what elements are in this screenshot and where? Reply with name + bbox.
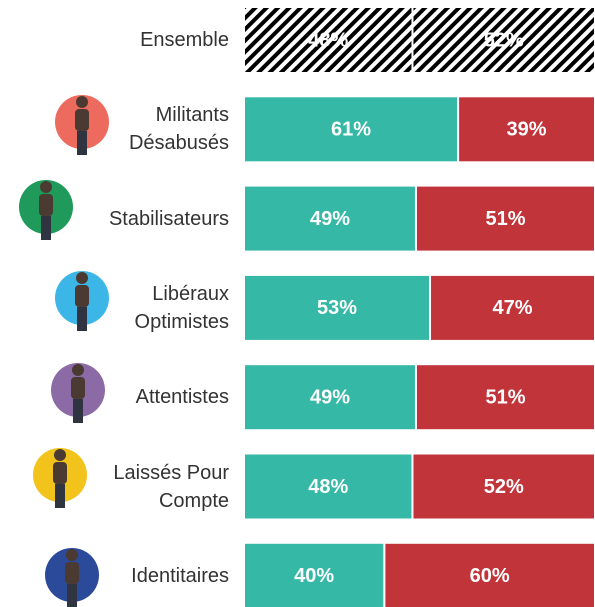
people [39, 96, 89, 607]
category-label: Stabilisateurs [89, 205, 229, 233]
person-legs [77, 307, 87, 331]
value-label: 49% [310, 386, 350, 408]
value-label: 48% [308, 29, 348, 51]
person-legs [41, 216, 51, 240]
category-label: Militants Désabusés [89, 101, 229, 157]
person-legs [55, 484, 65, 508]
person-head [72, 364, 84, 376]
category-label: Libéraux Optimistes [89, 280, 229, 336]
person-head [66, 549, 78, 561]
value-label: 52% [484, 29, 524, 51]
value-label: 48% [308, 476, 348, 498]
value-label: 60% [470, 565, 510, 587]
category-label: Laissés Pour Compte [89, 459, 229, 515]
avatars [19, 95, 109, 602]
value-label: 47% [492, 297, 532, 319]
category-label: Attentistes [89, 383, 229, 411]
person-body [71, 377, 85, 399]
category-label: Ensemble [89, 26, 229, 54]
category-label: Identitaires [89, 562, 229, 590]
page: 48% 52% 61% 39% 49% 51% 53% 47% 49% 51% 48% 52% 40% 6… [0, 0, 595, 607]
person-head [54, 449, 66, 461]
value-label: 49% [310, 208, 350, 230]
person-head [40, 181, 52, 193]
person-legs [67, 584, 77, 607]
person-legs [73, 399, 83, 423]
value-label: 51% [485, 208, 525, 230]
value-label: 51% [485, 386, 525, 408]
person-body [53, 462, 67, 484]
value-label: 53% [317, 297, 357, 319]
value-label: 52% [484, 476, 524, 498]
person-body [75, 109, 89, 131]
value-label: 40% [294, 565, 334, 587]
person-body [65, 562, 79, 584]
value-label: 39% [507, 119, 547, 141]
person-body [39, 194, 53, 216]
value-label: 61% [331, 119, 371, 141]
person-legs [77, 131, 87, 155]
person-head [76, 96, 88, 108]
person-head [76, 272, 88, 284]
person-body [75, 285, 89, 307]
